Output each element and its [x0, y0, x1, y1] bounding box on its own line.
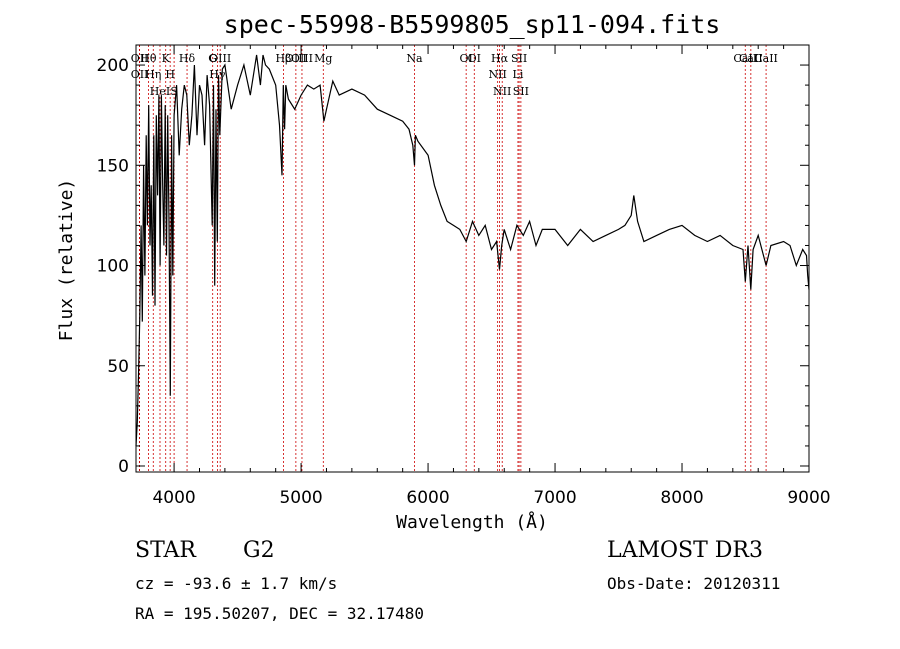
line-marker-label: Hγ [209, 68, 226, 81]
object-subclass: G2 [243, 538, 275, 563]
line-marker-label: Na [406, 52, 423, 65]
line-marker-label: CaII [754, 52, 778, 65]
line-marker-label: H [165, 68, 175, 81]
x-axis-label: Wavelength (Å) [396, 511, 548, 533]
y-axis: 0 50 100 150 200 [97, 56, 809, 477]
spectrum-line [135, 54, 810, 446]
x-tick-label: 5000 [279, 488, 322, 508]
y-tick-label: 200 [97, 56, 129, 76]
line-marker-label: NII [488, 68, 506, 81]
x-tick-label: 7000 [533, 488, 576, 508]
line-markers [139, 45, 767, 472]
coordinates: RA = 195.50207, DEC = 32.17480 [135, 604, 424, 623]
y-tick-label: 0 [118, 457, 129, 477]
line-marker-label: Hβ [275, 52, 291, 65]
y-tick-label: 50 [107, 357, 129, 377]
survey-name: LAMOST DR3 [607, 538, 763, 563]
line-marker-label: OI [468, 52, 481, 65]
line-marker-label: SII [513, 85, 529, 98]
y-tick-label: 150 [97, 156, 129, 176]
x-tick-label: 9000 [787, 488, 830, 508]
line-marker-label: K [162, 52, 171, 65]
line-marker-label: OIII [291, 52, 313, 65]
line-marker-label: OI [459, 52, 472, 65]
line-marker-label: CaII [739, 52, 763, 65]
line-marker-label: Hθ [140, 52, 157, 65]
line-marker-label: HeI [150, 85, 170, 98]
line-marker-label: OII [131, 52, 149, 65]
redshift-velocity: cz = -93.6 ± 1.7 km/s [135, 574, 338, 593]
object-class: STAR [135, 538, 196, 563]
line-marker-label: NII [493, 85, 511, 98]
line-marker-label: S [170, 85, 178, 98]
line-marker-label: OII [131, 68, 149, 81]
line-marker-label: Li [513, 68, 524, 81]
x-tick-label: 6000 [406, 488, 449, 508]
line-marker-label: CaII [733, 52, 757, 65]
line-marker-label: Mg [314, 52, 332, 65]
line-marker-label: OIII [209, 52, 231, 65]
line-marker-label: SII [511, 52, 527, 65]
x-axis: 4000 5000 6000 7000 8000 9000 [152, 45, 831, 508]
y-tick-label: 100 [97, 257, 129, 277]
x-tick-label: 4000 [152, 488, 195, 508]
line-marker-label: Hη [145, 68, 161, 81]
y-axis-label: Flux (relative) [56, 179, 77, 342]
line-marker-label: OIII [285, 52, 307, 65]
spectrum-plot: spec-55998-B5599805_sp11-094.fits HθOIIO… [56, 10, 831, 533]
chart-title: spec-55998-B5599805_sp11-094.fits [224, 10, 721, 39]
x-tick-label: 8000 [660, 488, 703, 508]
line-marker-label: Hδ [179, 52, 196, 65]
plot-frame [135, 44, 810, 473]
line-marker-label: G [208, 52, 217, 65]
line-marker-label: Hα [491, 52, 509, 65]
observation-date: Obs-Date: 20120311 [607, 574, 781, 593]
